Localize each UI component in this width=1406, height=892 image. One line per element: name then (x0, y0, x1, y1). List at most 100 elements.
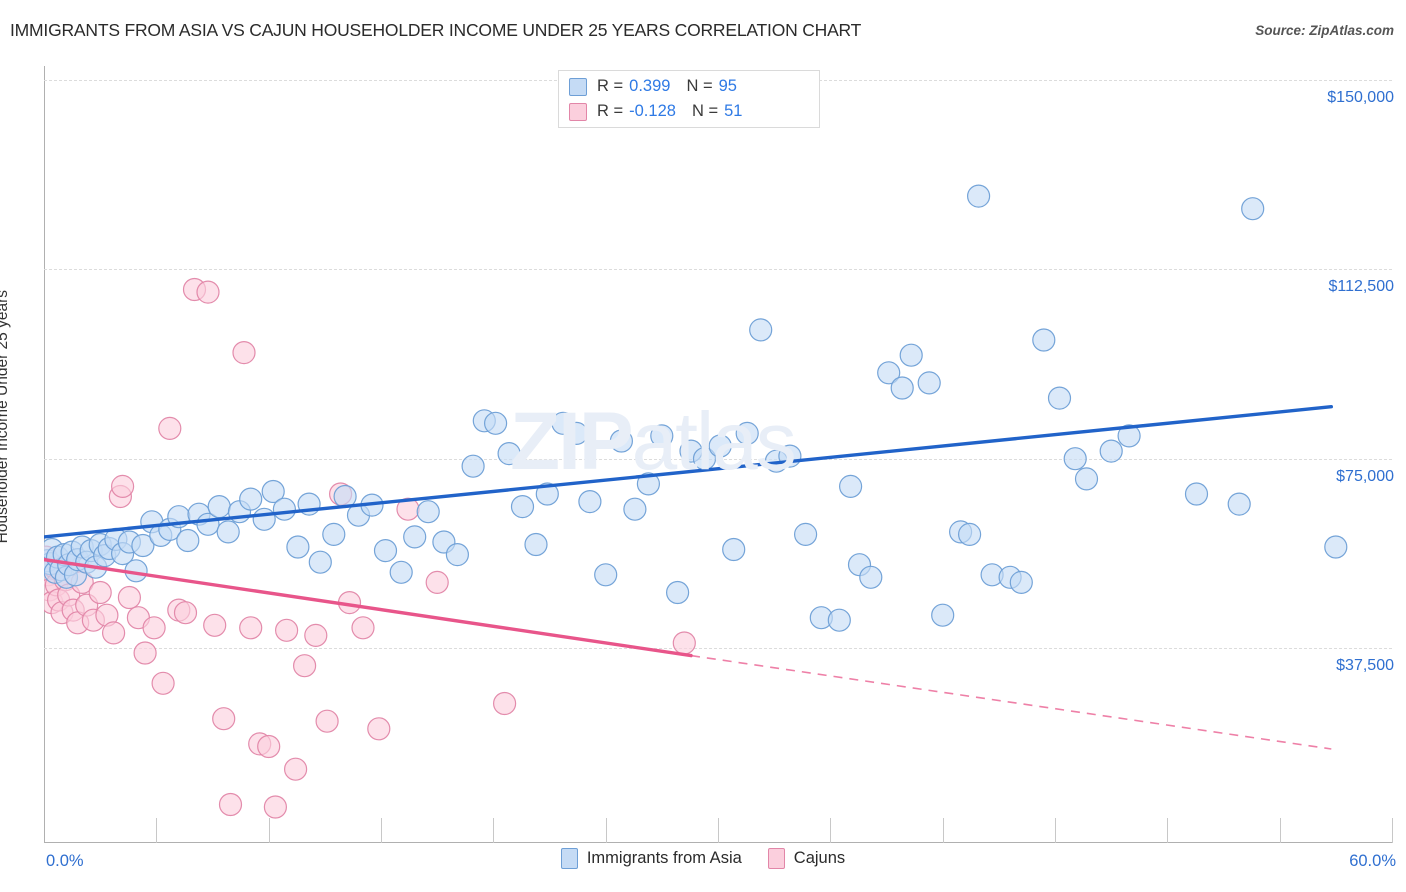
data-point (203, 613, 227, 637)
data-point (216, 520, 240, 544)
data-point (196, 280, 220, 304)
trendline-cajuns (44, 557, 693, 658)
data-point (461, 454, 485, 478)
data-point (749, 318, 773, 342)
series-legend: Immigrants from Asia Cajuns (0, 848, 1406, 869)
data-point (176, 528, 200, 553)
data-point (133, 641, 157, 665)
data-point (252, 507, 276, 531)
y-axis-tick-label: $150,000 (1327, 89, 1394, 106)
x-axis-min-label: 0.0% (46, 852, 84, 870)
data-point (158, 416, 182, 440)
data-point (304, 623, 328, 648)
legend-item-cajuns[interactable]: Cajuns (767, 848, 846, 869)
x-axis-tick (156, 818, 158, 843)
data-point (403, 525, 427, 549)
legend-item-immigrants-from-asia[interactable]: Immigrants from Asia (560, 848, 742, 869)
data-point (207, 495, 231, 519)
data-point (1009, 570, 1033, 595)
x-axis-tick (942, 818, 944, 843)
legend-swatch-cajuns-icon (767, 848, 785, 869)
x-axis-tick (493, 818, 495, 843)
data-point (275, 618, 299, 642)
x-axis-tick (1279, 818, 1281, 843)
data-point (578, 490, 602, 514)
data-point (445, 543, 469, 567)
series-points-immigrants-from-asia (44, 184, 1348, 632)
data-point (535, 482, 559, 506)
y-axis-tick-label: $75,000 (1336, 467, 1394, 485)
r-label-blue: R = (597, 77, 624, 95)
data-point (931, 603, 955, 627)
n-label-blue: N = (686, 77, 713, 95)
data-point (261, 479, 285, 504)
n-value-blue: 95 (718, 77, 737, 95)
data-point (286, 535, 310, 559)
data-point (1047, 386, 1072, 410)
data-point (308, 550, 332, 574)
data-point (131, 533, 155, 558)
data-point (564, 421, 589, 445)
legend-label-immigrants: Immigrants from Asia (586, 849, 742, 867)
gridline (44, 648, 1392, 649)
data-point (173, 601, 198, 625)
x-axis-tick (605, 818, 607, 843)
data-point (212, 707, 236, 731)
x-axis-tick (381, 818, 382, 843)
data-point (117, 585, 142, 610)
data-point (594, 563, 618, 587)
data-point (827, 608, 851, 632)
data-point (484, 411, 508, 435)
source-label: Source: ZipAtlas.com (1255, 23, 1394, 38)
data-point (257, 734, 281, 759)
plot-area (44, 66, 1393, 843)
data-point (315, 709, 339, 733)
x-axis-tick (830, 818, 832, 843)
data-point (793, 522, 818, 546)
data-point (367, 717, 391, 741)
data-point (351, 616, 375, 640)
x-axis-tick (718, 818, 719, 843)
r-value-blue: 0.399 (629, 77, 671, 95)
data-point (890, 376, 914, 400)
data-point (110, 474, 135, 498)
data-point (1099, 439, 1123, 463)
x-axis-tick (268, 818, 270, 843)
data-point (232, 341, 256, 365)
data-point (735, 421, 759, 445)
data-point (497, 442, 521, 466)
trendline-extension-cajuns (690, 654, 1332, 750)
legend-swatch-immigrants-icon (560, 848, 578, 869)
data-point (322, 522, 346, 546)
data-point (1032, 328, 1056, 352)
y-axis-line (44, 66, 45, 843)
legend-label-cajuns: Cajuns (793, 849, 846, 867)
data-point (1227, 492, 1251, 516)
data-point (272, 497, 296, 521)
data-point (524, 532, 548, 557)
data-point (101, 621, 126, 645)
scatter-layer (44, 184, 1348, 819)
data-point (493, 691, 517, 716)
data-point (859, 565, 883, 589)
data-point (636, 472, 661, 496)
data-point (510, 495, 535, 519)
data-point (665, 580, 690, 605)
data-point (142, 616, 166, 640)
data-point (966, 184, 991, 208)
trendline-immigrants-from-asia (44, 405, 1334, 539)
data-point (1241, 197, 1265, 221)
data-point (416, 500, 440, 524)
data-point (284, 757, 308, 781)
data-point (838, 474, 863, 498)
series-points-cajuns (44, 277, 696, 819)
x-axis-tick (1392, 818, 1393, 843)
series-swatch-immigrants-icon (569, 77, 587, 96)
data-point (1117, 424, 1141, 448)
correlation-legend: R = 0.399 N = 95 R = -0.128 N = 51 (558, 70, 820, 128)
r-value-pink: -0.128 (629, 102, 676, 120)
page-title: IMMIGRANTS FROM ASIA VS CAJUN HOUSEHOLDE… (10, 20, 862, 40)
x-axis-tick (1055, 818, 1056, 843)
data-point (957, 522, 982, 546)
data-point (263, 795, 287, 819)
